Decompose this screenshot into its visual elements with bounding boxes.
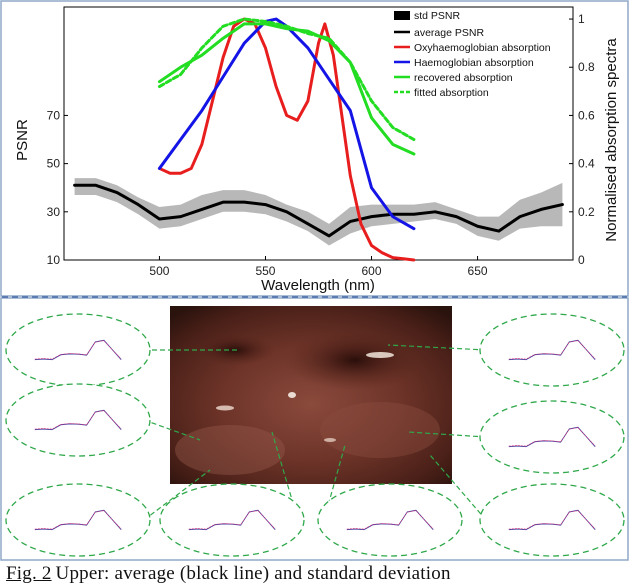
inset-spectrum-fit — [34, 410, 122, 430]
x-tick-label: 650 — [468, 264, 488, 278]
series-layer — [73, 17, 564, 262]
surgical-image — [170, 306, 452, 484]
ticks-layer: 500 550 600 650 10 30 50 70 0 0.2 0.4 0.6 0.8 1 — [47, 12, 595, 278]
tissue-shadow — [285, 330, 425, 390]
y-left-tick-label: 50 — [47, 157, 61, 171]
lower-panel — [5, 306, 625, 557]
legend-label-fitted: fitted absorption — [414, 87, 489, 99]
y-right-tick-label: 0 — [578, 253, 585, 267]
inset-spectrum-fit — [346, 510, 434, 530]
tissue-highlight — [320, 402, 440, 458]
std-psnr-band — [74, 178, 563, 246]
inset-spectrum-fit — [508, 427, 596, 447]
legend-swatch-std — [394, 11, 410, 20]
specular-highlight — [288, 392, 296, 398]
inset-leader-line — [143, 469, 211, 521]
y-right-tick-label: 0.4 — [578, 157, 595, 171]
y-left-tick-label: 30 — [47, 205, 61, 219]
caption-label: Fig. 2 — [6, 563, 52, 584]
y-left-tick-label: 70 — [47, 108, 61, 122]
upper-panel-frame — [0, 0, 629, 297]
inset-ellipse — [479, 400, 625, 474]
inset-leader-line — [271, 431, 299, 521]
tissue-highlight — [175, 425, 285, 475]
recovered-absorption-line — [157, 22, 416, 156]
legend-label-average: average PSNR — [414, 27, 484, 39]
inset-ellipse — [5, 383, 151, 457]
haemoglobin-line — [157, 17, 416, 231]
specular-highlight — [324, 438, 336, 442]
x-tick-label: 600 — [362, 264, 382, 278]
lower-panel-frame — [0, 297, 629, 561]
y-right-tick-label: 0.2 — [578, 205, 595, 219]
inset-spectrum-fit — [188, 510, 276, 530]
inset-ellipse — [479, 483, 625, 557]
specular-highlight — [216, 405, 234, 411]
x-tick-label: 550 — [255, 264, 275, 278]
oxyhaemoglobin-line — [157, 17, 416, 262]
legend-label-std: std PSNR — [414, 10, 461, 22]
inset-ellipse — [5, 313, 151, 387]
y-axis-left-title: PSNR — [14, 119, 31, 161]
inset-ellipse — [479, 313, 625, 387]
figure-caption: Fig. 2 Upper: average (black line) and st… — [6, 563, 626, 585]
y-right-tick-label: 0.6 — [578, 108, 595, 122]
inset-spectrum-fit — [34, 340, 122, 360]
x-axis-title: Wavelength (nm) — [261, 277, 375, 294]
inset-ellipse — [159, 483, 305, 557]
legend-label-oxy: Oxyhaemoglobian absorption — [414, 42, 551, 54]
insets-layer — [5, 313, 625, 557]
caption-text: Upper: average (black line) and standard… — [55, 563, 451, 584]
inset-leader-line — [143, 419, 201, 441]
average-psnr-line — [73, 183, 564, 238]
inset-leader-line — [387, 344, 487, 351]
fitted-absorption-line — [157, 17, 416, 142]
chart: 500 550 600 650 10 30 50 70 0 0.2 0.4 0.6 0.8 1 Wavel… — [14, 6, 620, 294]
y-left-tick-label: 10 — [47, 253, 61, 267]
inset-leader-line — [429, 454, 487, 521]
std-band-layer — [74, 178, 563, 246]
legend-label-recovered: recovered absorption — [414, 72, 513, 84]
inset-spectrum-fit — [34, 510, 122, 530]
inset-spectrum-fit — [508, 510, 596, 530]
y-axis-right-title: Normalised absorption spectra — [603, 38, 620, 242]
legend-label-haemo: Haemoglobian absorption — [414, 57, 534, 69]
inset-leader-line — [407, 431, 487, 438]
inset-ellipse — [5, 483, 151, 557]
inset-spectrum-fit — [508, 340, 596, 360]
x-tick-label: 500 — [149, 264, 169, 278]
y-right-tick-label: 0.8 — [578, 60, 595, 74]
y-right-tick-label: 1 — [578, 12, 585, 26]
legend: std PSNR average PSNR Oxyhaemoglobian ab… — [394, 10, 551, 99]
inset-ellipse — [317, 483, 463, 557]
specular-highlight — [366, 352, 394, 358]
